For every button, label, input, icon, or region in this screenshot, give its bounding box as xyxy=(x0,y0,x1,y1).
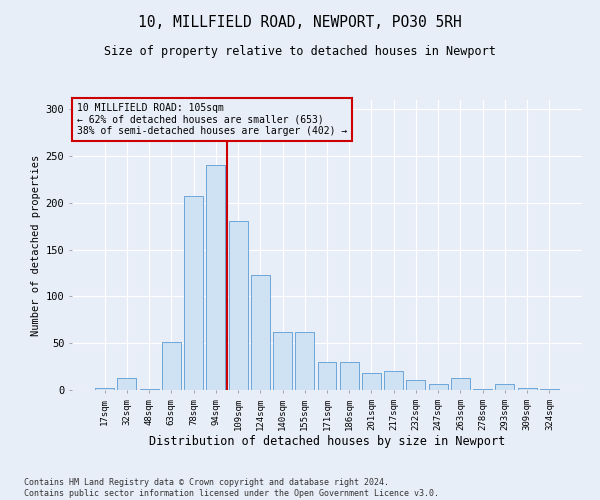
Bar xyxy=(518,388,536,390)
Bar xyxy=(384,372,403,390)
Bar xyxy=(406,380,425,390)
Bar xyxy=(162,342,181,390)
Bar xyxy=(473,389,492,390)
Text: Size of property relative to detached houses in Newport: Size of property relative to detached ho… xyxy=(104,45,496,58)
Bar xyxy=(340,362,359,390)
Bar xyxy=(540,389,559,390)
Text: 10 MILLFIELD ROAD: 105sqm
← 62% of detached houses are smaller (653)
38% of semi: 10 MILLFIELD ROAD: 105sqm ← 62% of detac… xyxy=(77,103,347,136)
Bar xyxy=(140,389,158,390)
Bar xyxy=(362,373,381,390)
Bar xyxy=(95,388,114,390)
Bar xyxy=(206,164,225,390)
Text: 10, MILLFIELD ROAD, NEWPORT, PO30 5RH: 10, MILLFIELD ROAD, NEWPORT, PO30 5RH xyxy=(138,15,462,30)
Bar xyxy=(429,384,448,390)
Y-axis label: Number of detached properties: Number of detached properties xyxy=(31,154,41,336)
Text: Contains HM Land Registry data © Crown copyright and database right 2024.
Contai: Contains HM Land Registry data © Crown c… xyxy=(24,478,439,498)
X-axis label: Distribution of detached houses by size in Newport: Distribution of detached houses by size … xyxy=(149,436,505,448)
Bar xyxy=(295,332,314,390)
Bar xyxy=(184,196,203,390)
Bar xyxy=(229,220,248,390)
Bar xyxy=(317,362,337,390)
Bar xyxy=(251,275,270,390)
Bar xyxy=(273,332,292,390)
Bar xyxy=(118,378,136,390)
Bar xyxy=(451,378,470,390)
Bar xyxy=(496,384,514,390)
